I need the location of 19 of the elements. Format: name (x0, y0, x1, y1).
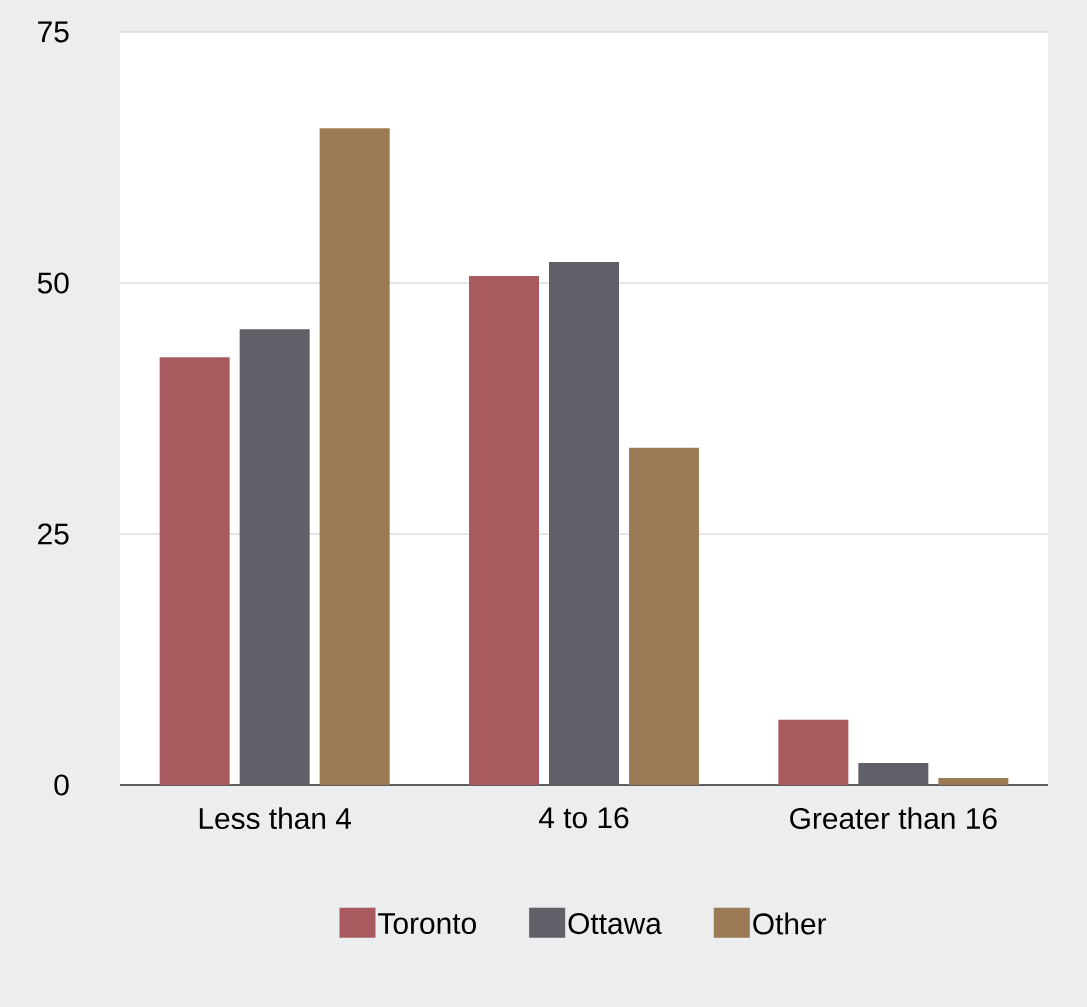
legend-label: Other (753, 912, 827, 935)
x-tick-label: 4 to 16 (539, 807, 629, 829)
bar (629, 447, 700, 785)
bar (319, 128, 390, 785)
y-tick-label: 75 (38, 21, 69, 43)
x-tick-label: Less than 4 (199, 807, 352, 830)
bar (549, 261, 620, 785)
bar (469, 275, 540, 785)
bar (778, 719, 849, 785)
y-tick-label: 0 (54, 774, 69, 796)
bar (239, 329, 310, 785)
legend-label: Ottawa (568, 912, 662, 935)
legend-label: Toronto (378, 913, 476, 934)
bar (159, 357, 230, 785)
bar (938, 777, 1009, 785)
y-tick-label: 25 (38, 523, 69, 545)
y-tick-label: 50 (37, 272, 69, 294)
bar (858, 762, 929, 785)
x-tick-label: Greater than 16 (790, 807, 997, 830)
